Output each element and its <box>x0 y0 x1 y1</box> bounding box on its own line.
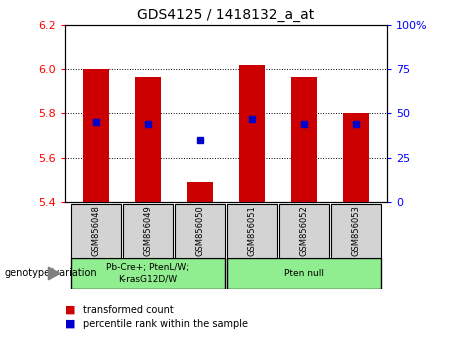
Bar <box>71 258 225 289</box>
Text: transformed count: transformed count <box>83 305 174 315</box>
Text: GSM856053: GSM856053 <box>351 206 361 256</box>
Bar <box>279 204 329 258</box>
Bar <box>343 113 369 202</box>
Bar <box>71 204 121 258</box>
Title: GDS4125 / 1418132_a_at: GDS4125 / 1418132_a_at <box>137 8 314 22</box>
Text: percentile rank within the sample: percentile rank within the sample <box>83 319 248 329</box>
Bar <box>83 69 109 202</box>
Bar <box>123 204 173 258</box>
Polygon shape <box>48 267 60 280</box>
Bar <box>227 204 277 258</box>
Bar <box>291 77 317 202</box>
Text: Pten null: Pten null <box>284 269 324 278</box>
Bar <box>175 204 225 258</box>
Text: GSM856048: GSM856048 <box>91 206 100 256</box>
Bar <box>331 204 381 258</box>
Text: ■: ■ <box>65 319 75 329</box>
Bar <box>187 182 213 202</box>
Bar <box>135 77 161 202</box>
Text: GSM856051: GSM856051 <box>248 206 256 256</box>
Text: GSM856052: GSM856052 <box>300 206 308 256</box>
Text: ■: ■ <box>65 305 75 315</box>
Text: Pb-Cre+; PtenL/W;
K-rasG12D/W: Pb-Cre+; PtenL/W; K-rasG12D/W <box>106 263 189 284</box>
Bar <box>239 65 265 202</box>
Text: genotype/variation: genotype/variation <box>5 268 97 279</box>
Text: GSM856050: GSM856050 <box>195 206 204 256</box>
Bar <box>227 258 381 289</box>
Text: GSM856049: GSM856049 <box>143 206 152 256</box>
